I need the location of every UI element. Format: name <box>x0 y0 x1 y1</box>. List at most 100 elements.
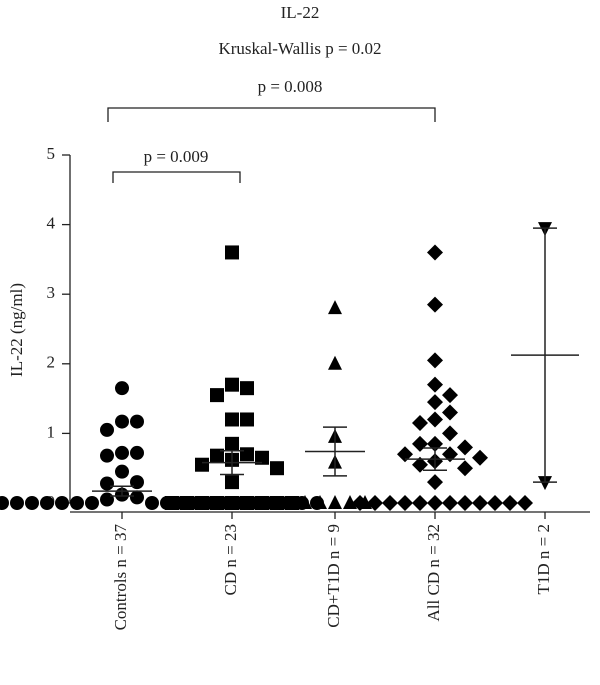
error-bar <box>110 485 134 497</box>
point <box>255 496 269 510</box>
point <box>328 355 342 370</box>
point <box>210 448 224 463</box>
point <box>313 495 327 509</box>
point <box>412 414 428 431</box>
point <box>412 495 428 511</box>
point <box>442 495 458 511</box>
point <box>0 496 9 510</box>
point <box>130 445 144 460</box>
point <box>25 496 39 510</box>
point <box>55 496 69 510</box>
point <box>240 381 254 396</box>
point <box>427 244 443 261</box>
point <box>115 414 129 429</box>
point <box>517 495 533 511</box>
point <box>352 495 368 511</box>
point <box>40 496 54 510</box>
point <box>442 446 458 463</box>
point <box>225 436 239 451</box>
chart-subtitle: Kruskal-Wallis p = 0.02 <box>218 39 381 58</box>
point <box>538 476 552 491</box>
error-bar <box>220 450 244 476</box>
point <box>442 425 458 442</box>
point <box>502 495 518 511</box>
y-tick-label: 5 <box>47 144 56 163</box>
point <box>472 495 488 511</box>
annotation: p = 0.008 <box>258 77 323 96</box>
point <box>240 447 254 462</box>
point <box>457 495 473 511</box>
point <box>397 446 413 463</box>
y-tick-label: 4 <box>47 214 56 233</box>
x-tick-label: CD n = 23 <box>221 524 240 595</box>
point <box>225 496 239 510</box>
point <box>210 388 224 403</box>
point <box>328 300 342 315</box>
y-tick-label: 2 <box>47 353 56 372</box>
point <box>427 411 443 428</box>
point <box>382 495 398 511</box>
point <box>145 496 159 510</box>
point <box>427 474 443 491</box>
annotation: p = 0.009 <box>144 147 209 166</box>
point <box>412 456 428 473</box>
bracket <box>112 171 241 183</box>
point <box>180 496 194 510</box>
point <box>225 245 239 260</box>
point <box>115 381 129 396</box>
point <box>427 394 443 411</box>
error-bar <box>323 426 347 477</box>
point <box>100 476 114 491</box>
point <box>487 495 503 511</box>
point <box>100 492 114 507</box>
x-tick-label: All CD n = 32 <box>424 524 443 621</box>
point <box>343 495 357 509</box>
error-bar <box>423 447 447 472</box>
error-bar <box>533 227 557 483</box>
x-tick-label: Controls n = 37 <box>111 524 130 631</box>
point <box>240 496 254 510</box>
point <box>225 475 239 490</box>
x-tick-label: T1D n = 2 <box>534 524 553 595</box>
point <box>195 457 209 472</box>
point <box>427 376 443 393</box>
point <box>255 450 269 465</box>
point <box>427 495 443 511</box>
point <box>367 495 383 511</box>
point <box>240 412 254 427</box>
point <box>115 445 129 460</box>
chart-title: IL-22 <box>281 3 320 22</box>
y-tick-label: 3 <box>47 283 56 302</box>
point <box>472 449 488 466</box>
point <box>210 496 224 510</box>
point <box>298 495 312 509</box>
point <box>412 435 428 452</box>
point <box>130 490 144 505</box>
point <box>85 496 99 510</box>
point <box>130 414 144 429</box>
point <box>70 496 84 510</box>
point <box>225 412 239 427</box>
point <box>457 460 473 477</box>
point <box>100 422 114 437</box>
point <box>427 296 443 313</box>
point <box>442 387 458 404</box>
point <box>328 495 342 509</box>
point <box>115 464 129 479</box>
point <box>225 377 239 392</box>
point <box>195 496 209 510</box>
point <box>165 496 179 510</box>
bracket <box>107 107 436 122</box>
y-tick-label: 1 <box>47 422 56 441</box>
point <box>270 496 284 510</box>
point <box>397 495 413 511</box>
point <box>285 496 299 510</box>
point <box>457 439 473 456</box>
point <box>100 448 114 463</box>
point <box>427 352 443 369</box>
y-axis-label: IL-22 (ng/ml) <box>7 283 26 377</box>
point <box>442 404 458 421</box>
x-tick-label: CD+T1D n = 9 <box>324 524 343 628</box>
point <box>10 496 24 510</box>
